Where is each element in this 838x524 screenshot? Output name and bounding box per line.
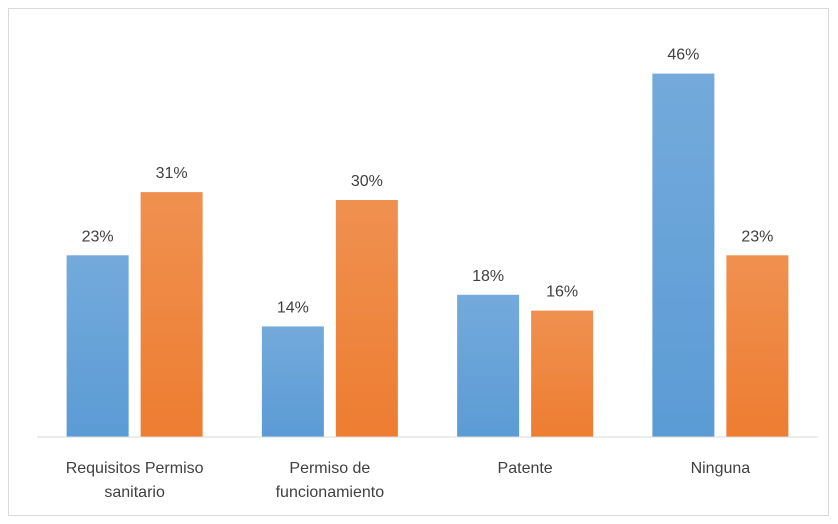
data-label: 16%	[546, 284, 578, 301]
data-label: 14%	[277, 299, 309, 316]
x-tick-label: Requisitos Permiso sanitario	[65, 460, 204, 501]
data-label: 23%	[741, 228, 773, 245]
x-tick-label: Ninguna	[690, 460, 751, 477]
bar	[335, 200, 398, 437]
bar	[652, 73, 715, 437]
bar	[66, 255, 129, 437]
data-label: 46%	[667, 47, 699, 64]
bar	[457, 294, 520, 437]
bar	[140, 192, 203, 437]
bar	[531, 310, 594, 437]
data-label: 31%	[156, 165, 188, 182]
data-label: 18%	[472, 268, 504, 285]
x-tick-label: Permiso de funcionamiento	[275, 460, 385, 501]
data-label: 30%	[351, 173, 383, 190]
x-tick-label: Patente	[497, 460, 553, 477]
bar	[726, 255, 789, 437]
bar	[261, 326, 324, 437]
data-label: 23%	[82, 228, 114, 245]
